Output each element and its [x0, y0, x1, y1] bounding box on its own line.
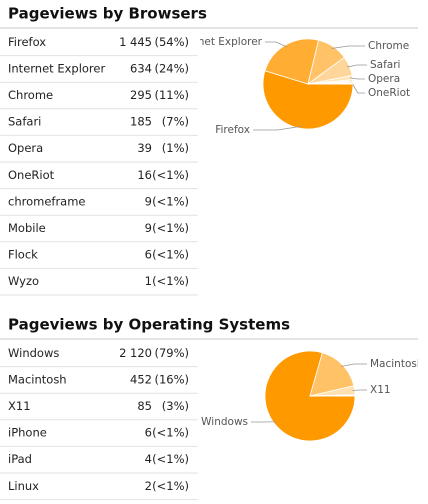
pie-label: X11: [370, 384, 391, 396]
leader-line: [253, 125, 302, 131]
row-value: 16: [137, 168, 152, 182]
pie-label: Firefox: [215, 124, 250, 136]
pie-label: Safari: [370, 59, 400, 71]
row-share: (7%): [162, 115, 189, 129]
row-value: 6: [145, 248, 152, 262]
row-value: 1: [145, 274, 152, 288]
row-value: 6: [145, 426, 152, 440]
leader-line: [265, 41, 288, 48]
leader-line: [350, 77, 365, 80]
pie-area: Firefox Internet Explorer Chrome Safari Oper…: [173, 36, 424, 442]
row-name: Opera: [8, 141, 43, 155]
row-name: iPhone: [8, 426, 47, 440]
pie-slice: [309, 352, 355, 397]
row-value: 9: [145, 194, 152, 208]
row-share: (54%): [154, 35, 189, 49]
row-share: (1%): [162, 141, 189, 155]
row-value: 39: [137, 141, 152, 155]
row-share: (<1%): [152, 479, 189, 493]
row-share: (<1%): [152, 221, 189, 235]
leader-line: [352, 389, 367, 391]
row-name: Safari: [8, 115, 41, 129]
pie-label: Macintosh: [370, 358, 424, 370]
row-share: (<1%): [152, 426, 189, 440]
row-share: (<1%): [152, 452, 189, 466]
pie-label: Internet Explorer: [173, 36, 262, 48]
row-share: (79%): [154, 346, 189, 360]
pie-slice: [264, 38, 320, 85]
row-value: 2 120: [119, 346, 152, 360]
row-share: (11%): [154, 88, 189, 102]
row-share: (3%): [162, 399, 189, 413]
pie-label: Chrome: [368, 40, 409, 52]
row-value: 452: [130, 372, 152, 386]
row-value: 4: [145, 452, 152, 466]
row-value: 9: [145, 221, 152, 235]
pie-label: Opera: [368, 73, 400, 85]
row-share: (<1%): [152, 194, 189, 208]
section-title: Pageviews by Operating Systems: [8, 316, 290, 334]
row-name: Linux: [8, 479, 39, 493]
row-name: Flock: [8, 248, 38, 262]
pie-label: Windows: [201, 416, 248, 428]
row-name: chromeframe: [8, 194, 86, 208]
leader-line: [347, 64, 367, 68]
row-share: (<1%): [152, 274, 189, 288]
row-name: Firefox: [8, 35, 46, 49]
row-name: Internet Explorer: [8, 61, 105, 75]
row-name: Windows: [8, 346, 59, 360]
row-share: (24%): [154, 61, 189, 75]
leader-line: [340, 363, 367, 367]
row-value: 1 445: [119, 35, 152, 49]
row-share: (<1%): [152, 168, 189, 182]
section-title: Pageviews by Browsers: [8, 5, 207, 23]
row-value: 85: [137, 399, 152, 413]
row-name: Macintosh: [8, 372, 67, 386]
row-share: (<1%): [152, 248, 189, 262]
pie-slice: [262, 70, 354, 130]
row-value: 185: [130, 115, 152, 129]
row-value: 295: [130, 88, 152, 102]
row-name: OneRiot: [8, 168, 55, 182]
row-value: 634: [130, 61, 152, 75]
row-value: 2: [145, 479, 152, 493]
row-name: Chrome: [8, 88, 53, 102]
pie-label: OneRiot: [368, 87, 410, 99]
row-share: (16%): [154, 372, 189, 386]
leader-line: [350, 80, 365, 94]
row-name: Wyzo: [8, 274, 39, 288]
leader-line: [331, 45, 365, 49]
row-name: X11: [8, 399, 31, 413]
row-name: iPad: [8, 452, 32, 466]
row-name: Mobile: [8, 221, 46, 235]
